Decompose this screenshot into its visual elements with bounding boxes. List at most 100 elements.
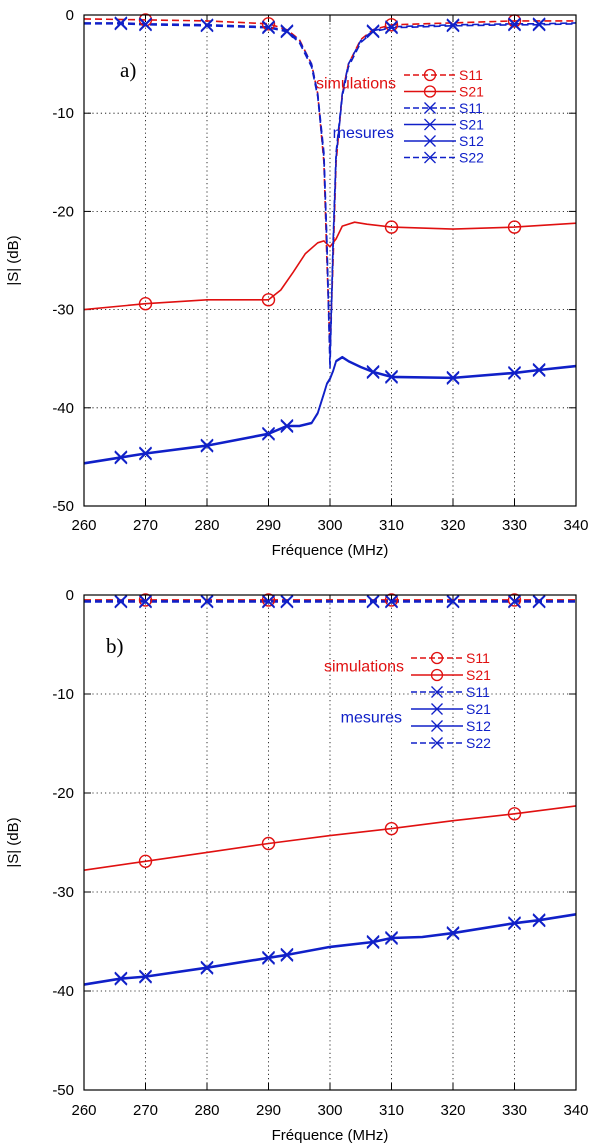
data-point-mesures-s12 <box>280 419 294 433</box>
legend-marker-circle <box>423 68 437 82</box>
y-tick-label: -40 <box>52 983 74 1000</box>
data-point-simulations-s11 <box>261 593 276 607</box>
data-point-mesures-s22 <box>385 595 398 609</box>
legend-entry-label: S11 <box>459 100 483 116</box>
data-point-mesures-s22 <box>114 595 128 609</box>
y-tick-label: -20 <box>52 203 74 220</box>
data-point-simulations-s11 <box>384 18 399 32</box>
data-point-mesures-s12 <box>366 365 380 379</box>
data-point-mesures-s12 <box>508 917 521 931</box>
x-tick-label: 330 <box>502 1102 527 1119</box>
data-point-mesures-s22 <box>366 595 380 609</box>
data-point-mesures-s22 <box>262 595 275 609</box>
data-point-mesures-s12 <box>446 371 460 385</box>
data-point-simulations-s21 <box>507 220 522 234</box>
x-tick-label: 310 <box>379 1102 404 1119</box>
y-tick-label: -10 <box>52 105 74 122</box>
data-point-mesures-s11 <box>114 594 128 608</box>
data-point-simulations-s21 <box>138 297 153 311</box>
y-axis-title: |S| (dB) <box>5 235 22 285</box>
legend-entry-label: S21 <box>459 84 484 100</box>
data-point-mesures-s22 <box>200 595 214 609</box>
data-point-mesures-s22 <box>114 17 128 31</box>
y-tick-label: -50 <box>52 1082 74 1099</box>
data-point-simulations-s21 <box>507 807 522 821</box>
x-tick-label: 260 <box>71 517 96 534</box>
series-group <box>83 13 577 465</box>
legend-entry-label: S21 <box>459 117 484 133</box>
x-tick-label: 310 <box>379 517 404 534</box>
data-point-mesures-s22 <box>280 25 294 39</box>
data-point-mesures-s11 <box>385 594 398 608</box>
data-point-mesures-s12 <box>114 451 128 465</box>
panel-label: b) <box>106 634 124 658</box>
legend-marker-x <box>424 102 436 114</box>
legend-entry-label: S12 <box>459 133 484 149</box>
data-point-mesures-s22 <box>385 21 398 35</box>
data-point-mesures-s12 <box>532 363 546 377</box>
legend-entry-label: S11 <box>459 67 483 83</box>
x-tick-label: 320 <box>440 517 465 534</box>
y-tick-label: -10 <box>52 686 74 703</box>
legend-group-label: simulations <box>324 659 404 676</box>
legend-marker-x <box>431 686 443 698</box>
data-point-mesures-s11 <box>262 594 275 608</box>
y-tick-label: 0 <box>66 587 74 604</box>
data-point-mesures-s12 <box>508 366 521 380</box>
data-point-mesures-s12 <box>280 948 294 962</box>
data-point-mesures-s12 <box>366 935 380 949</box>
data-point-mesures-s12 <box>532 914 546 928</box>
data-point-mesures-s11 <box>532 594 546 608</box>
data-point-simulations-s21 <box>261 836 276 851</box>
legend-marker-x <box>424 151 436 164</box>
data-point-mesures-s21 <box>262 950 275 964</box>
data-point-mesures-s22 <box>446 19 460 33</box>
legend-group-label: simulations <box>316 75 396 92</box>
data-point-mesures-s12 <box>139 447 152 461</box>
legend-marker-circle <box>430 651 444 665</box>
data-point-mesures-s22 <box>446 595 460 609</box>
data-point-mesures-s12 <box>200 439 214 453</box>
data-point-mesures-s12 <box>446 927 460 941</box>
data-point-simulations-s11 <box>138 593 153 607</box>
x-tick-label: 270 <box>133 517 158 534</box>
data-point-mesures-s22 <box>508 18 521 32</box>
data-point-mesures-s22 <box>532 595 546 609</box>
legend-marker-circle <box>430 668 444 682</box>
data-point-mesures-s21 <box>532 913 546 927</box>
series-line-mesures-s21 <box>83 913 577 985</box>
x-axis-title: Fréquence (MHz) <box>272 542 389 559</box>
data-point-simulations-s11 <box>384 593 399 607</box>
x-tick-label: 280 <box>194 1102 219 1119</box>
data-point-mesures-s21 <box>280 947 294 961</box>
data-point-simulations-s21 <box>261 293 276 307</box>
x-tick-label: 260 <box>71 1102 96 1119</box>
legend-marker-x <box>431 737 443 749</box>
data-point-simulations-s21 <box>384 220 399 234</box>
x-tick-label: 270 <box>133 1102 158 1119</box>
series-line-simulations-s21 <box>83 805 577 871</box>
data-point-mesures-s22 <box>532 18 546 32</box>
legend-marker-x <box>431 720 443 732</box>
data-point-mesures-s22 <box>508 595 521 609</box>
data-point-mesures-s21 <box>508 916 521 930</box>
plot-frame <box>83 14 577 507</box>
data-point-simulations-s11 <box>261 17 276 31</box>
data-point-mesures-s22 <box>139 18 152 32</box>
series-line-simulations-s21 <box>83 221 577 311</box>
x-tick-label: 300 <box>317 517 342 534</box>
y-tick-label: -50 <box>52 498 74 515</box>
legend-entry-label: S11 <box>466 650 490 666</box>
x-tick-label: 290 <box>256 1102 281 1119</box>
legend-marker-x <box>424 135 436 147</box>
data-point-mesures-s21 <box>385 931 398 945</box>
legend-entry-label: S12 <box>466 718 491 734</box>
data-point-mesures-s11 <box>139 594 152 608</box>
y-axis-title: |S| (dB) <box>5 817 22 867</box>
panel-label: a) <box>120 58 136 82</box>
chart-panel-a: 260 270 280 290 300 310 320 330 340 0 -10 -20 -30 -40… <box>5 7 589 559</box>
y-tick-label: -30 <box>52 884 74 901</box>
x-tick-label: 280 <box>194 517 219 534</box>
